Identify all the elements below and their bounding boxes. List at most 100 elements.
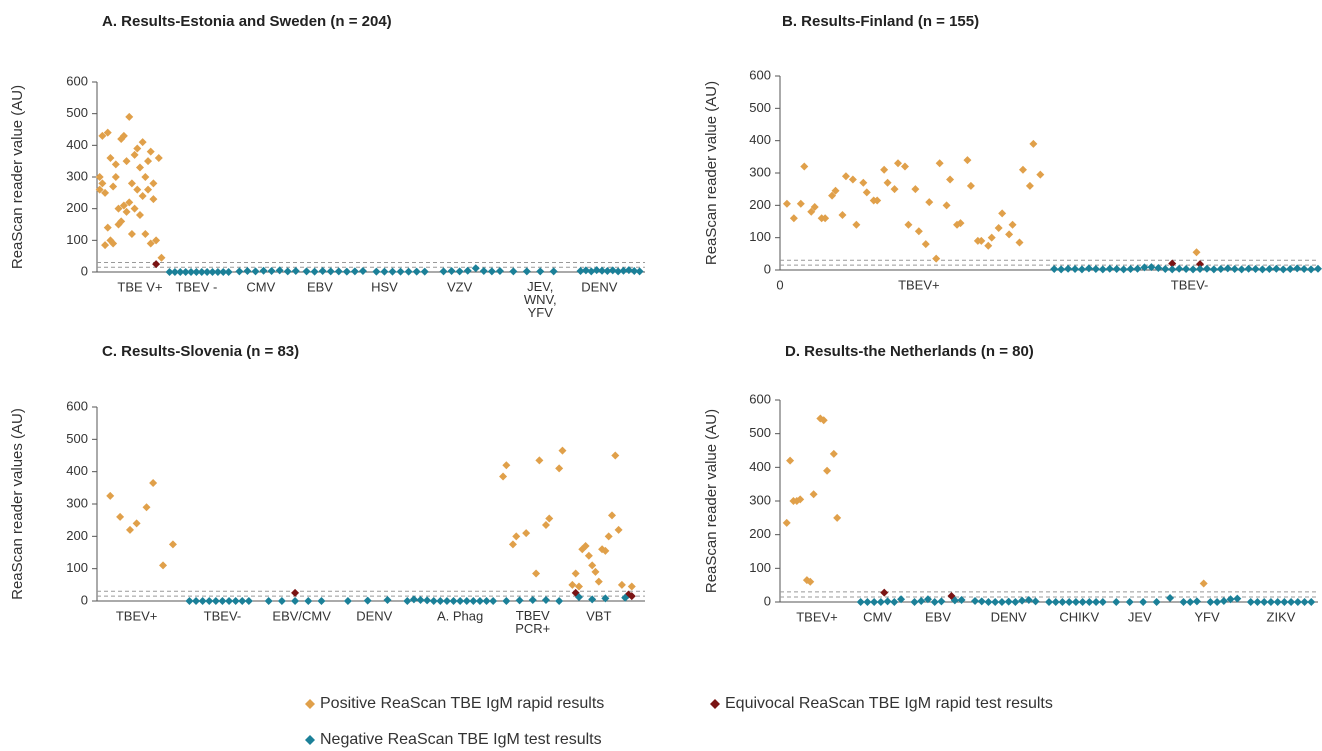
data-point	[372, 267, 381, 276]
data-point	[1161, 265, 1170, 274]
data-point	[807, 207, 816, 216]
data-point	[291, 588, 300, 597]
data-point	[149, 195, 158, 204]
data-point	[1018, 596, 1027, 605]
data-point	[1065, 598, 1074, 606]
data-point	[127, 230, 136, 238]
y-tick-label: 100	[749, 560, 771, 575]
data-point	[528, 596, 537, 605]
data-point	[574, 582, 583, 591]
data-point	[1230, 265, 1239, 274]
data-point	[1077, 265, 1086, 274]
data-point	[863, 598, 872, 606]
data-point	[442, 597, 451, 605]
data-point	[576, 267, 585, 276]
data-point	[1133, 264, 1142, 273]
data-point	[555, 597, 564, 605]
data-point	[914, 227, 923, 236]
data-point	[1071, 598, 1080, 606]
data-point	[1192, 248, 1201, 257]
data-point	[192, 268, 201, 276]
data-point	[810, 202, 819, 211]
data-point	[588, 561, 597, 570]
data-point	[482, 597, 491, 605]
data-point	[455, 267, 464, 276]
data-point	[1192, 597, 1201, 606]
x-tick-label: DENV	[356, 608, 392, 623]
data-point	[235, 267, 244, 276]
data-point	[231, 597, 240, 605]
data-point	[101, 241, 110, 250]
data-point	[591, 567, 600, 576]
data-point	[130, 204, 139, 213]
data-point	[259, 266, 268, 275]
data-point	[512, 532, 521, 541]
data-point	[786, 456, 795, 465]
data-point	[963, 156, 972, 165]
y-tick-label: 0	[764, 261, 771, 276]
data-point	[198, 597, 207, 605]
data-point	[796, 199, 805, 208]
x-tick-label: DENV	[991, 609, 1027, 624]
data-point	[1050, 265, 1059, 274]
data-point	[471, 264, 480, 273]
data-point	[611, 451, 620, 460]
data-point	[403, 597, 412, 605]
y-tick-label: 200	[66, 528, 88, 543]
data-point	[208, 268, 217, 276]
data-point	[388, 267, 397, 276]
x-tick-label: CMV	[246, 279, 275, 294]
data-point	[420, 267, 429, 276]
data-point	[1179, 598, 1188, 606]
data-point	[122, 157, 131, 166]
data-point	[998, 209, 1007, 218]
data-point	[1036, 170, 1045, 179]
y-tick-label: 600	[66, 398, 88, 413]
data-point	[841, 172, 850, 181]
data-point	[1293, 264, 1302, 273]
data-point	[581, 542, 590, 551]
y-tick-label: 300	[66, 168, 88, 183]
data-point	[630, 267, 639, 276]
data-point	[119, 131, 128, 140]
data-point	[342, 267, 351, 276]
data-point	[1045, 598, 1053, 606]
data-point	[326, 267, 335, 276]
data-point	[168, 540, 177, 549]
data-point	[114, 204, 123, 213]
data-point	[911, 185, 920, 194]
data-point	[149, 478, 158, 487]
data-point	[243, 267, 252, 276]
y-tick-label: 400	[749, 459, 771, 474]
panel-title: B. Results-Finland (n = 155)	[782, 13, 979, 30]
y-axis-label: ReaScan reader values (AU)	[9, 408, 26, 600]
data-point	[141, 230, 150, 238]
data-point	[584, 551, 593, 560]
data-point	[456, 597, 465, 605]
data-point	[213, 268, 222, 276]
y-tick-label: 600	[749, 391, 771, 406]
panel-title: C. Results-Slovenia (n = 83)	[102, 343, 299, 360]
data-point	[880, 588, 889, 597]
data-point	[604, 532, 613, 541]
data-point	[1272, 264, 1281, 273]
y-axis-label: ReaScan reader value (AU)	[703, 81, 720, 265]
y-tick-label: 100	[66, 560, 88, 575]
data-point	[1280, 598, 1289, 606]
data-point	[211, 597, 220, 605]
data-point	[106, 491, 115, 500]
data-point	[984, 598, 993, 606]
x-tick-label: DENV	[581, 279, 617, 294]
data-point	[1008, 220, 1017, 229]
data-point	[821, 214, 830, 223]
data-point	[1223, 264, 1232, 273]
data-point	[1251, 265, 1260, 274]
data-point	[587, 267, 596, 276]
data-point	[291, 597, 300, 605]
data-point	[109, 239, 118, 248]
data-point	[429, 597, 438, 605]
data-point	[283, 267, 292, 276]
data-point	[894, 159, 903, 168]
data-point	[275, 266, 284, 275]
data-point	[509, 267, 518, 276]
